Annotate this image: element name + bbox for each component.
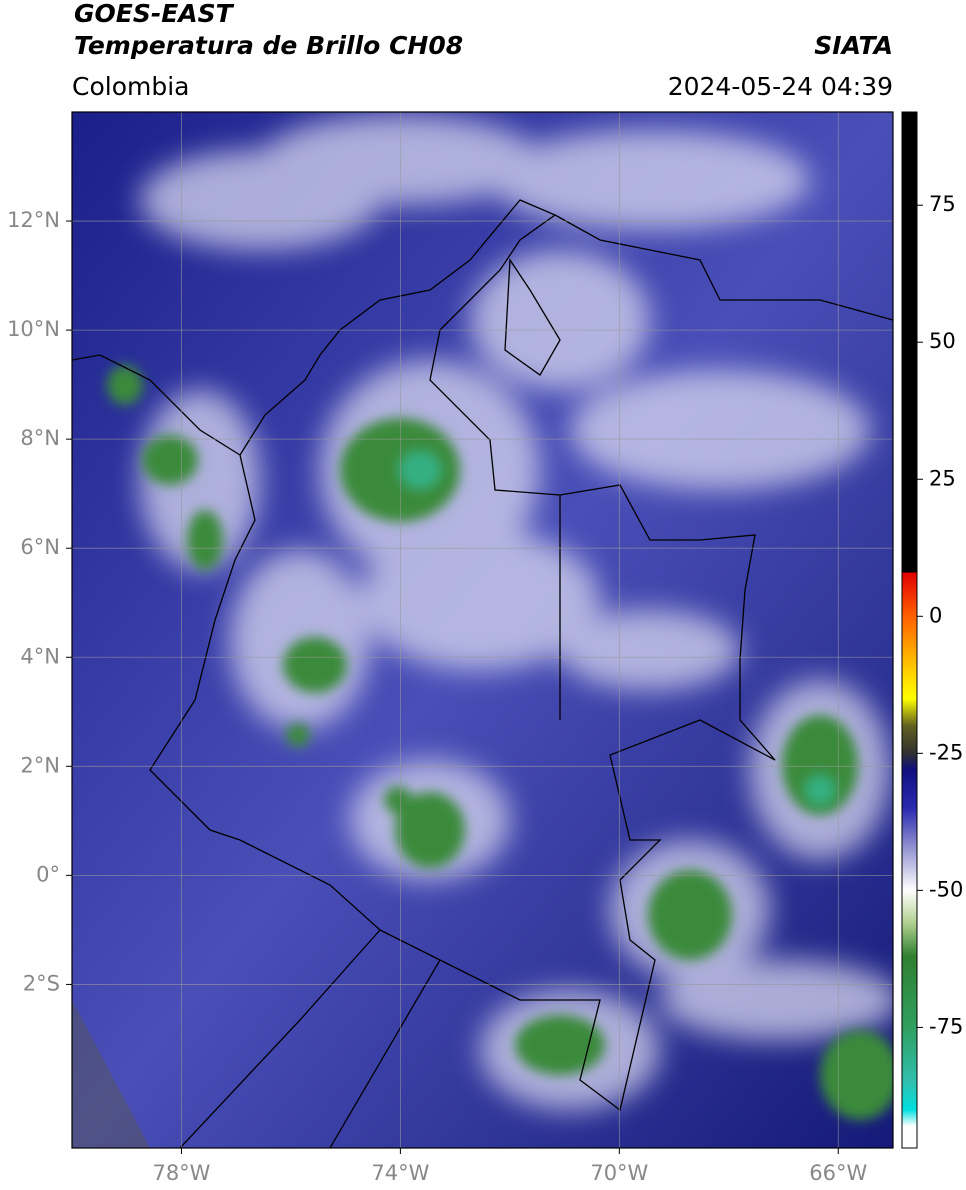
colorbar-tick-label: -25 [929,740,963,764]
region-label: Colombia [72,72,189,101]
colombia-border [149,199,776,1112]
borders [72,199,893,1148]
colorbar-tick-label: 0 [929,603,942,627]
y-tick-label: 10°N [7,317,60,341]
y-tick-label: 0° [36,862,60,886]
graticule [72,112,893,1148]
coldest-cores [398,450,836,806]
x-tick-label: 78°W [152,1161,210,1185]
map-frame [71,111,894,1149]
other-borders [179,495,561,1148]
colorbar-tick-label: -50 [929,877,963,901]
datetime-label: 2024-05-24 04:39 [668,72,893,101]
y-tick-label: 2°N [20,753,60,777]
product-title: Temperatura de Brillo CH08 [74,31,463,60]
cloud-field [140,115,893,1110]
dark-corner [72,1000,150,1148]
cold-cloud-tops [107,365,893,1120]
y-tick-label: 4°N [20,644,60,668]
colorbar-tick-label: 25 [929,466,956,490]
y-tick-label: 6°N [20,535,60,559]
y-tick-label: 12°N [7,208,60,232]
satellite-title: GOES-EAST [74,0,235,28]
venezuela-coast [554,214,893,321]
panama-coast [72,354,241,456]
x-tick-label: 70°W [590,1161,648,1185]
maracaibo-lake [504,258,561,376]
y-tick-label: 2°S [23,971,60,995]
colorbar [901,111,918,1149]
source-label: SIATA [814,31,893,60]
x-tick-label: 66°W [809,1161,867,1185]
x-tick-label: 74°W [371,1161,429,1185]
colorbar-tick-label: 75 [929,192,956,216]
colorbar-tick-label: 50 [929,329,956,353]
map-image [72,112,893,1148]
y-tick-label: 8°N [20,426,60,450]
colorbar-tick-label: -75 [929,1014,963,1038]
